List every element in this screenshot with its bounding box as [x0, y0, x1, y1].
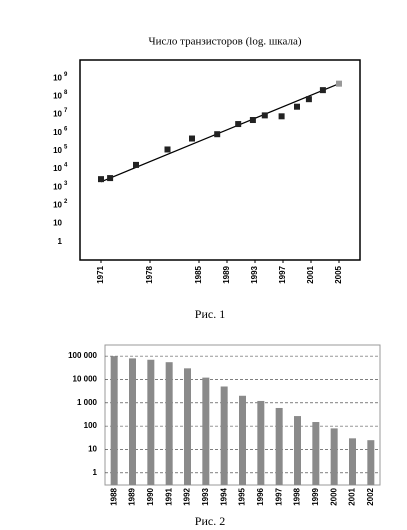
data-point — [278, 113, 285, 120]
plot-frame — [79, 59, 361, 261]
x-tick-label: 1997 — [274, 487, 283, 505]
y-tick-label: 10 — [53, 182, 62, 191]
y-tick-exponent: 6 — [64, 126, 68, 132]
x-tick-label: 1992 — [183, 487, 192, 505]
bar — [257, 400, 265, 485]
data-point — [107, 175, 114, 182]
x-tick-label: 2000 — [329, 487, 338, 505]
y-tick-label: 1 — [58, 237, 63, 246]
x-tick-label: 1978 — [145, 265, 154, 283]
data-point — [133, 161, 139, 168]
bar — [330, 428, 338, 485]
y-tick-label: 10 — [53, 219, 62, 228]
y-tick-label: 10 — [53, 146, 62, 155]
y-tick-label: 1 000 — [77, 398, 98, 407]
y-tick-label: 10 — [53, 73, 62, 82]
bar — [220, 386, 228, 485]
data-point — [319, 87, 326, 94]
y-tick-exponent: 5 — [64, 144, 68, 150]
y-tick-label: 10 — [53, 201, 62, 210]
x-tick-label: 1993 — [201, 487, 210, 505]
y-tick-exponent: 7 — [64, 108, 68, 114]
y-tick-label: 100 000 — [68, 351, 97, 360]
x-tick-label: 1993 — [250, 265, 259, 283]
chart-title: Число транзисторов (log. шкала) — [149, 36, 302, 48]
y-tick-label: 100 — [84, 421, 98, 430]
data-point — [294, 103, 300, 110]
data-point — [305, 96, 312, 103]
y-tick-exponent: 9 — [64, 72, 68, 78]
x-tick-label: 1989 — [222, 265, 231, 283]
bar — [202, 377, 210, 485]
bar — [367, 440, 375, 485]
bar — [312, 422, 320, 485]
x-tick-label: 1971 — [96, 265, 105, 283]
y-tick-exponent: 4 — [64, 163, 68, 169]
data-point — [336, 80, 342, 87]
x-tick-label: 1990 — [146, 487, 155, 505]
y-tick-label: 10 — [53, 128, 62, 137]
x-tick-label: 1991 — [164, 487, 173, 505]
x-tick-label: 1994 — [219, 487, 228, 505]
x-tick-label: 1998 — [293, 487, 302, 505]
x-tick-label: 1985 — [194, 265, 203, 283]
x-tick-label: 2005 — [334, 265, 343, 283]
data-point — [164, 146, 171, 153]
y-tick-label: 10 — [88, 445, 97, 454]
data-point — [235, 121, 242, 128]
bar — [275, 407, 283, 485]
bar — [110, 356, 118, 485]
bar — [294, 416, 301, 485]
x-tick-label: 1997 — [278, 265, 287, 283]
bar — [184, 368, 191, 485]
y-tick-label: 10 000 — [73, 375, 98, 384]
y-tick-label: 10 — [53, 164, 62, 173]
x-tick-label: 2001 — [348, 487, 357, 505]
data-point — [261, 112, 268, 119]
data-point — [98, 176, 104, 183]
bar — [239, 395, 246, 485]
x-tick-label: 1988 — [109, 487, 118, 505]
data-point — [249, 117, 256, 124]
bar — [349, 438, 356, 485]
caption: Рис. 1 — [195, 307, 225, 321]
caption: Рис. 2 — [195, 514, 225, 528]
x-tick-label: 1989 — [128, 487, 137, 505]
y-tick-exponent: 8 — [64, 90, 68, 96]
y-tick-exponent: 2 — [64, 199, 68, 205]
x-tick-label: 2001 — [306, 265, 315, 283]
y-tick-exponent: 3 — [64, 181, 68, 187]
y-tick-label: 10 — [53, 91, 62, 100]
x-tick-label: 1995 — [238, 487, 247, 505]
bar — [165, 362, 173, 485]
x-tick-label: 1999 — [311, 487, 320, 505]
bar — [147, 359, 155, 485]
data-point — [189, 135, 195, 142]
y-tick-label: 10 — [53, 110, 62, 119]
data-point — [214, 131, 221, 138]
x-tick-label: 1996 — [256, 487, 265, 505]
y-tick-label: 1 — [93, 468, 98, 477]
x-tick-label: 2002 — [366, 487, 375, 505]
bar — [129, 358, 136, 485]
